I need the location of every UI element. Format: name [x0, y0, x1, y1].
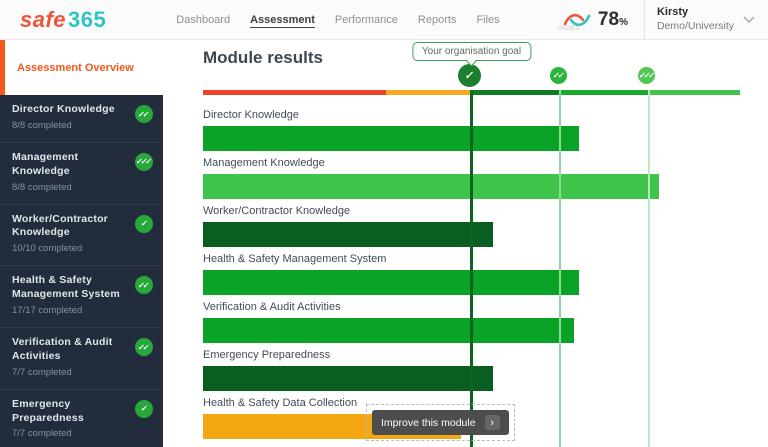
- nav-item-dashboard[interactable]: Dashboard: [176, 13, 231, 26]
- completed-check-icon: ✓✓: [135, 338, 153, 357]
- module-title: Director Knowledge: [12, 103, 115, 115]
- sidebar: Assessment Overview Director Knowledge 8/…: [0, 40, 163, 447]
- completed-check-icon: ✓: [135, 214, 153, 233]
- module-title: Emergency Preparedness: [12, 397, 84, 424]
- chart-row: Emergency Preparedness: [203, 346, 740, 394]
- page-title: Module results: [203, 48, 323, 67]
- safety-index-block: INDEX 78%: [557, 7, 640, 33]
- organisation-goal-tag: Your organisation goal: [411, 42, 532, 66]
- chart-row: Verification & Audit Activities: [203, 298, 740, 346]
- bar-label: Health & Safety Data Collection: [203, 397, 358, 409]
- sidebar-item-emergency-preparedness[interactable]: Emergency Preparedness 7/7 completed ✓: [0, 388, 163, 447]
- chart-rows: Director Knowledge Management Knowledge Wo…: [203, 106, 740, 442]
- organisation-goal-label: Your organisation goal: [421, 46, 522, 57]
- index-unit: %: [619, 16, 628, 28]
- sidebar-item-director-knowledge[interactable]: Director Knowledge 8/8 completed ✓✓: [0, 95, 163, 142]
- score-bar: [203, 270, 579, 295]
- completed-check-icon: ✓✓: [135, 105, 153, 123]
- module-title: Worker/Contractor Knowledge: [12, 212, 108, 239]
- chevron-right-icon: ›: [484, 415, 500, 430]
- bar-label: Verification & Audit Activities: [203, 301, 341, 313]
- nav-item-files[interactable]: Files: [476, 13, 500, 26]
- improve-module-focus-outline: Improve this module ›: [366, 404, 515, 441]
- bar-label: Director Knowledge: [203, 109, 299, 121]
- module-completion: 10/10 completed: [12, 243, 83, 255]
- sidebar-item-worker-contractor-knowledge[interactable]: Worker/Contractor Knowledge 10/10 complet…: [0, 203, 163, 266]
- module-completion: 17/17 completed: [12, 305, 83, 317]
- index-label: INDEX: [557, 24, 581, 32]
- logo-safe-text: safe: [20, 6, 67, 32]
- main-content: Module results Your organisation goal Di…: [163, 40, 768, 447]
- user-menu[interactable]: Kirsty Demo/University: [657, 6, 756, 33]
- level-3-marker: ✓✓✓: [636, 64, 658, 86]
- scale-segment-2: [385, 90, 472, 95]
- sidebar-item-assessment-overview[interactable]: Assessment Overview: [0, 40, 163, 95]
- safe365-logo[interactable]: safe365: [20, 7, 106, 33]
- chart-row: Worker/Contractor Knowledge: [203, 202, 740, 250]
- score-bar: [203, 174, 660, 199]
- nav-item-performance[interactable]: Performance: [334, 13, 398, 26]
- chart-row: Health & Safety Management System: [203, 250, 740, 298]
- organisation-goal-marker: ✓: [456, 61, 483, 89]
- module-title: Management Knowledge: [12, 150, 79, 177]
- sidebar-item-verification-audit-activities[interactable]: Verification & Audit Activities 7/7 compl…: [0, 327, 163, 389]
- completed-check-icon: ✓✓: [135, 276, 153, 295]
- top-nav-bar: safe365 Dashboard Assessment Performance Re…: [0, 0, 768, 40]
- improve-button-label: Improve this module: [381, 416, 476, 429]
- completed-check-icon: ✓: [135, 399, 153, 418]
- completed-check-icon: ✓✓✓: [135, 152, 153, 171]
- header-divider: [643, 0, 645, 40]
- module-title: Health & Safety Management System: [12, 274, 120, 301]
- bar-label: Emergency Preparedness: [203, 349, 331, 361]
- scale-segment-5: [648, 90, 740, 95]
- bar-label: Health & Safety Management System: [203, 253, 387, 265]
- user-name: Kirsty: [656, 6, 689, 19]
- module-completion: 8/8 completed: [12, 119, 72, 131]
- main-nav: Dashboard Assessment Performance Reports Fil…: [176, 14, 499, 26]
- scale-segment-1: [203, 90, 386, 95]
- index-value: 78: [597, 8, 620, 30]
- user-organisation: Demo/University: [656, 19, 734, 32]
- sidebar-module-list: Director Knowledge 8/8 completed ✓✓ Managem…: [0, 95, 163, 447]
- index-infinity-icon: INDEX: [557, 7, 594, 33]
- module-results-chart: Your organisation goal Director Knowledg…: [203, 40, 740, 447]
- bar-label: Worker/Contractor Knowledge: [203, 205, 351, 217]
- improve-this-module-button[interactable]: Improve this module ›: [372, 410, 509, 435]
- module-title: Verification & Audit Activities: [12, 336, 113, 362]
- scale-segment-4: [560, 90, 649, 95]
- chart-row: Director Knowledge: [203, 106, 740, 154]
- module-completion: 7/7 completed: [12, 366, 72, 378]
- bar-label: Management Knowledge: [203, 157, 325, 169]
- module-completion: 8/8 completed: [12, 181, 72, 193]
- score-bar: [203, 318, 574, 343]
- nav-item-reports[interactable]: Reports: [417, 13, 457, 26]
- sidebar-item-management-knowledge[interactable]: Management Knowledge 8/8 completed ✓✓✓: [0, 141, 163, 204]
- sidebar-item-health-safety-management-system[interactable]: Health & Safety Management System 17/17 c…: [0, 265, 163, 327]
- score-bar: [203, 222, 493, 247]
- scale-segment-3: [471, 90, 561, 95]
- maturity-scale-bar: [203, 90, 740, 95]
- chevron-down-icon: [742, 12, 756, 27]
- score-bar: [203, 366, 493, 391]
- logo-365-text: 365: [68, 6, 107, 32]
- module-completion: 7/7 completed: [12, 428, 72, 440]
- nav-item-assessment[interactable]: Assessment: [250, 13, 315, 26]
- chart-row: Management Knowledge: [203, 154, 740, 202]
- score-bar: [203, 126, 579, 151]
- level-2-marker: ✓✓: [547, 64, 569, 86]
